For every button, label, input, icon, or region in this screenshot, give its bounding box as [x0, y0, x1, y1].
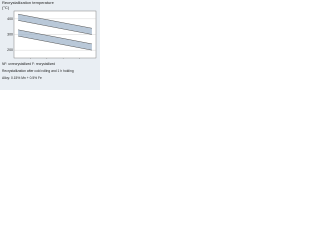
y-tick-label: 400	[7, 17, 13, 21]
line	[18, 35, 92, 51]
y-tick-label: 200	[7, 48, 13, 52]
band-fill	[18, 29, 92, 51]
note: Alloy: 0.15% Mn + 0.5% Fe	[2, 76, 42, 80]
line	[18, 20, 92, 35]
band-fill	[18, 14, 92, 35]
y-tick-label: 300	[7, 32, 13, 36]
y-axis-label: (°C)	[2, 5, 10, 10]
note: NF: unrecrystallized F: recrystallized	[2, 62, 55, 66]
line	[18, 13, 92, 29]
chart: Recrystallization temperature (°C) NF F …	[0, 0, 100, 90]
chart-title: Recrystallization temperature	[2, 0, 55, 5]
note: Recrystallization after cold rolling and…	[2, 69, 74, 73]
line	[18, 29, 92, 45]
